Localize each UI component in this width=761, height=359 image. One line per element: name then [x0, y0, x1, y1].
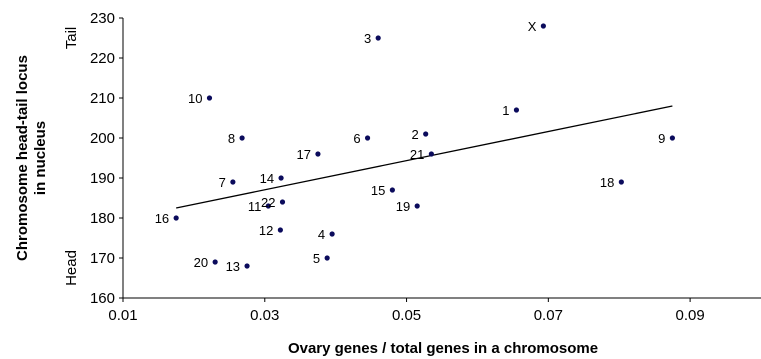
y-tick-label: 210 — [90, 90, 115, 107]
data-point — [513, 107, 520, 113]
data-point — [669, 135, 675, 141]
y-annotation-tail: Tail — [63, 27, 80, 50]
y-tick-label: 230 — [90, 10, 115, 27]
data-point — [540, 23, 546, 29]
point-label: 11 — [248, 199, 262, 214]
data-point — [329, 231, 335, 237]
point-label: 9 — [658, 131, 665, 146]
point-label: 22 — [261, 195, 275, 210]
y-tick-label: 170 — [90, 250, 115, 267]
axes — [122, 18, 761, 299]
data-point — [324, 255, 330, 261]
data-point — [239, 135, 245, 141]
point-label: 20 — [194, 255, 208, 270]
point-label: 8 — [228, 131, 235, 146]
point-label: 2 — [411, 127, 418, 142]
point-label: 6 — [353, 131, 360, 146]
y-axis-title-line2: in nucleus — [32, 121, 49, 195]
data-point — [173, 215, 179, 221]
point-label: 4 — [318, 227, 325, 242]
point-label: 12 — [259, 223, 273, 238]
data-point — [423, 131, 429, 137]
data-point — [618, 179, 624, 185]
data-point — [428, 151, 434, 157]
y-tick-label: 190 — [90, 170, 115, 187]
x-tick-label: 0.09 — [676, 307, 705, 324]
data-point — [278, 175, 284, 181]
x-tick-label: 0.03 — [250, 307, 279, 324]
point-label: 17 — [296, 147, 310, 162]
point-label: 19 — [396, 199, 410, 214]
data-point — [206, 95, 213, 101]
data-points — [173, 23, 675, 269]
point-label: 3 — [364, 31, 371, 46]
point-label: 16 — [155, 211, 169, 226]
point-label: 1 — [502, 103, 509, 118]
point-label: 14 — [260, 171, 274, 186]
point-label: 10 — [188, 91, 202, 106]
y-annotation-head: Head — [63, 250, 80, 286]
data-point — [277, 227, 283, 233]
point-label: 21 — [410, 147, 424, 162]
point-label: 5 — [313, 251, 320, 266]
y-tick-label: 180 — [90, 210, 115, 227]
x-tick-label: 0.01 — [108, 307, 137, 324]
trendline — [176, 105, 673, 209]
point-label: 18 — [600, 175, 614, 190]
x-tick-label: 0.05 — [392, 307, 421, 324]
y-tick-label: 200 — [90, 130, 115, 147]
point-label: 15 — [371, 183, 385, 198]
y-tick-label: 220 — [90, 50, 115, 67]
data-point — [230, 179, 236, 185]
data-point — [265, 203, 271, 209]
point-label: X — [528, 19, 537, 34]
data-point — [364, 135, 371, 141]
point-label: 7 — [219, 175, 226, 190]
data-point — [414, 203, 420, 209]
y-axis-title-line1: Chromosome head-tail locus — [14, 55, 31, 261]
point-label: 13 — [226, 259, 240, 274]
data-point — [279, 199, 286, 205]
data-point — [389, 187, 395, 193]
data-point — [375, 35, 381, 41]
data-point — [212, 259, 218, 265]
x-axis-title: Ovary genes / total genes in a chromosom… — [288, 340, 598, 357]
x-tick-label: 0.07 — [534, 307, 563, 324]
data-point — [244, 263, 250, 269]
data-point — [315, 151, 321, 157]
y-tick-label: 160 — [90, 290, 115, 307]
